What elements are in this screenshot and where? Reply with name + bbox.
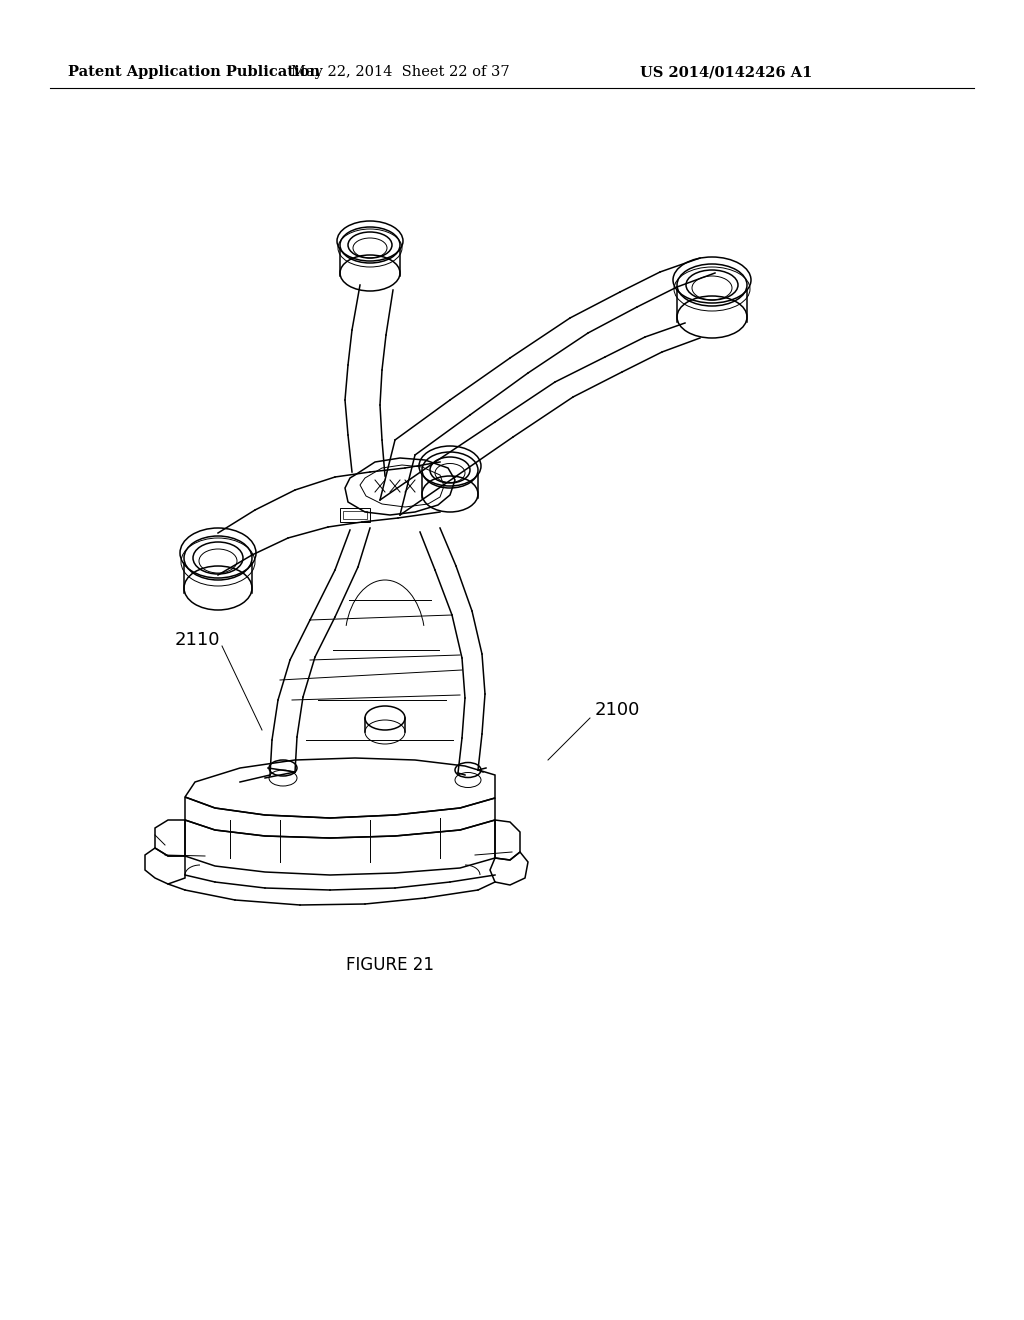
Bar (340, 508, 370, 521)
Text: Patent Application Publication: Patent Application Publication (68, 65, 319, 79)
Text: FIGURE 21: FIGURE 21 (346, 956, 434, 974)
Text: 2110: 2110 (175, 631, 220, 649)
Text: 2100: 2100 (595, 701, 640, 719)
Text: US 2014/0142426 A1: US 2014/0142426 A1 (640, 65, 812, 79)
Text: May 22, 2014  Sheet 22 of 37: May 22, 2014 Sheet 22 of 37 (291, 65, 509, 79)
Bar (343, 511, 367, 519)
